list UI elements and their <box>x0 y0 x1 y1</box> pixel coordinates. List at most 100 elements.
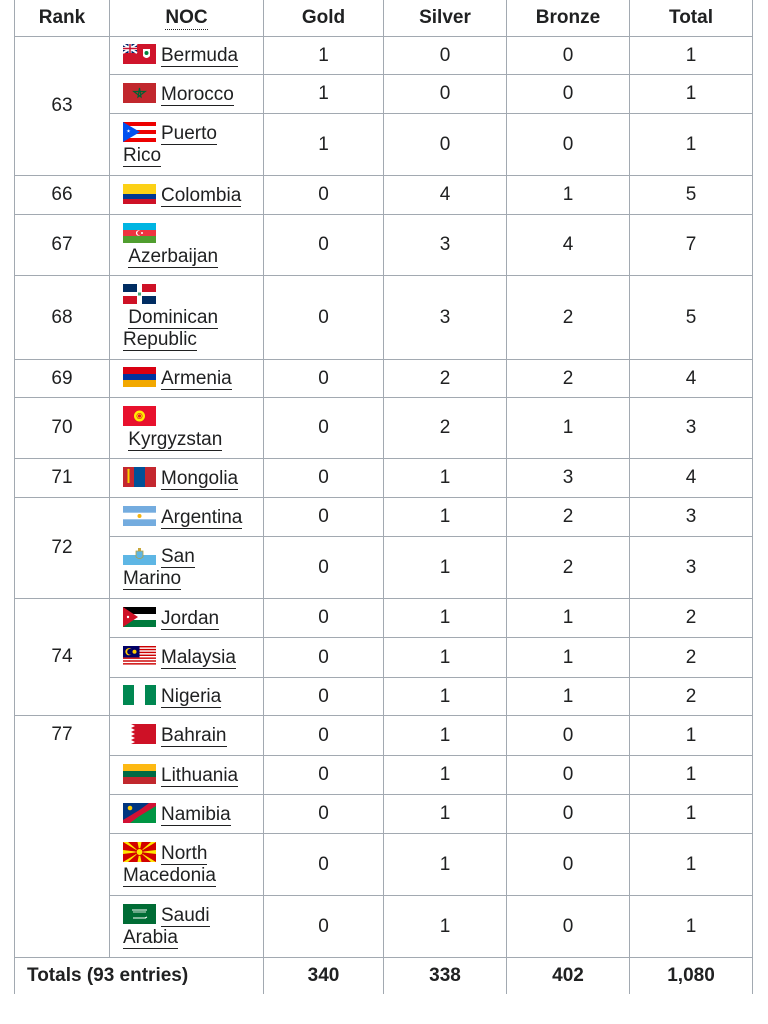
country-link-bermuda[interactable]: Bermuda <box>161 45 239 67</box>
silver-cell: 1 <box>383 536 507 599</box>
silver-cell: 1 <box>383 755 507 795</box>
header-rank[interactable]: Rank <box>14 0 110 37</box>
rank-cell: 68 <box>14 275 110 360</box>
silver-cell: 3 <box>383 214 507 276</box>
noc-cell: Armenia <box>109 359 264 398</box>
rank-cell: 63 <box>14 36 110 176</box>
total-cell: 1 <box>629 113 753 176</box>
bronze-cell: 1 <box>506 397 630 459</box>
country-link-armenia[interactable]: Armenia <box>161 368 232 390</box>
total-cell: 1 <box>629 755 753 795</box>
noc-cell: Puerto Rico <box>109 113 264 176</box>
header-noc[interactable]: NOC <box>109 0 264 37</box>
table-row: Morocco 1 0 0 1 <box>15 74 753 114</box>
country-link-nigeria[interactable]: Nigeria <box>161 686 222 708</box>
gold-cell: 0 <box>263 833 384 896</box>
country-link-jordan[interactable]: Jordan <box>161 607 220 630</box>
total-cell: 2 <box>629 598 753 638</box>
table-row: North Macedonia 0 1 0 1 <box>15 833 753 896</box>
country-link-saudi-arabia[interactable]: Saudi Arabia <box>123 905 210 949</box>
country-link-dominican-republic[interactable]: Dominican Republic <box>123 307 219 351</box>
header-bronze[interactable]: Bronze <box>506 0 630 37</box>
header-silver[interactable]: Silver <box>383 0 507 37</box>
totals-total: 1,080 <box>629 957 753 994</box>
flag-kyrgyzstan-icon <box>123 405 156 426</box>
country-link-colombia[interactable]: Colombia <box>161 184 242 207</box>
total-cell: 3 <box>629 397 753 459</box>
flag-saudi-arabia-icon <box>123 904 156 924</box>
silver-cell: 1 <box>383 895 507 958</box>
flag-bahrain-icon <box>123 724 156 744</box>
flag-puerto-rico-icon <box>123 122 156 142</box>
medal-table-container: Rank NOC Gold Silver Bronze Total 63 Berm… <box>14 0 753 994</box>
bronze-cell: 1 <box>506 175 630 215</box>
table-row: 63 Bermuda 1 0 0 1 <box>14 36 753 176</box>
totals-silver: 338 <box>383 957 507 994</box>
gold-cell: 1 <box>263 113 384 176</box>
rank-cell: 70 <box>14 397 110 459</box>
rank-cell: 74 <box>14 598 110 716</box>
gold-cell: 0 <box>263 175 384 215</box>
silver-cell: 1 <box>383 598 507 638</box>
silver-cell: 0 <box>383 36 507 75</box>
silver-cell: 1 <box>383 637 507 678</box>
country-link-morocco[interactable]: Morocco <box>161 83 234 106</box>
flag-north-macedonia-icon <box>123 842 156 862</box>
table-row: Namibia 0 1 0 1 <box>15 794 753 834</box>
header-total[interactable]: Total <box>629 0 753 37</box>
country-link-bahrain[interactable]: Bahrain <box>161 725 227 747</box>
country-link-kyrgyzstan[interactable]: Kyrgyzstan <box>128 428 223 451</box>
table-row: San Marino 0 1 2 3 <box>15 536 753 599</box>
flag-colombia-icon <box>123 183 156 204</box>
gold-cell: 0 <box>263 637 384 678</box>
noc-abbr-link[interactable]: NOC <box>165 7 208 30</box>
bronze-cell: 3 <box>506 458 630 498</box>
country-link-north-macedonia[interactable]: North Macedonia <box>123 843 216 887</box>
bronze-cell: 0 <box>506 113 630 176</box>
silver-cell: 0 <box>383 113 507 176</box>
country-link-lithuania[interactable]: Lithuania <box>161 764 239 787</box>
flag-namibia-icon <box>123 802 156 823</box>
total-cell: 2 <box>629 677 753 716</box>
totals-row: Totals (93 entries) 340 338 402 1,080 <box>14 957 753 994</box>
bronze-cell: 1 <box>506 637 630 678</box>
noc-cell: Lithuania <box>109 755 264 795</box>
table-row: Saudi Arabia 0 1 0 1 <box>15 895 753 958</box>
totals-gold: 340 <box>263 957 384 994</box>
country-link-azerbaijan[interactable]: Azerbaijan <box>128 245 219 268</box>
rank-cell: 69 <box>14 359 110 398</box>
noc-cell: Morocco <box>109 74 264 114</box>
flag-san-marino-icon <box>123 545 156 565</box>
gold-cell: 0 <box>263 214 384 276</box>
bronze-cell: 0 <box>506 755 630 795</box>
country-link-namibia[interactable]: Namibia <box>161 803 231 826</box>
bronze-cell: 2 <box>506 497 630 537</box>
country-link-malaysia[interactable]: Malaysia <box>161 647 236 669</box>
gold-cell: 0 <box>263 895 384 958</box>
gold-cell: 0 <box>263 497 384 537</box>
gold-cell: 0 <box>263 397 384 459</box>
country-link-argentina[interactable]: Argentina <box>161 506 243 529</box>
table-row: 71 Mongolia 0 1 3 4 <box>14 458 753 498</box>
gold-cell: 0 <box>263 536 384 599</box>
rank-cell: 66 <box>14 175 110 215</box>
silver-cell: 3 <box>383 275 507 360</box>
silver-cell: 4 <box>383 175 507 215</box>
rank-cell: 72 <box>14 497 110 599</box>
noc-cell: Bahrain <box>109 715 264 756</box>
gold-cell: 0 <box>263 715 384 756</box>
noc-cell: Kyrgyzstan <box>109 397 264 459</box>
noc-cell: Nigeria <box>109 677 264 716</box>
total-cell: 1 <box>629 794 753 834</box>
table-header: Rank NOC Gold Silver Bronze Total <box>14 0 753 37</box>
country-link-mongolia[interactable]: Mongolia <box>161 467 239 490</box>
bronze-cell: 1 <box>506 598 630 638</box>
country-link-san-marino[interactable]: San Marino <box>123 546 195 590</box>
header-gold[interactable]: Gold <box>263 0 384 37</box>
table-row: 72 Argentina 0 1 2 3 <box>14 497 753 599</box>
country-link-puerto-rico[interactable]: Puerto Rico <box>123 123 217 167</box>
total-cell: 3 <box>629 536 753 599</box>
table-row: 70 Kyrgyzstan 0 2 1 3 <box>14 397 753 459</box>
bronze-cell: 1 <box>506 677 630 716</box>
header-row: Rank NOC Gold Silver Bronze Total <box>14 0 753 37</box>
